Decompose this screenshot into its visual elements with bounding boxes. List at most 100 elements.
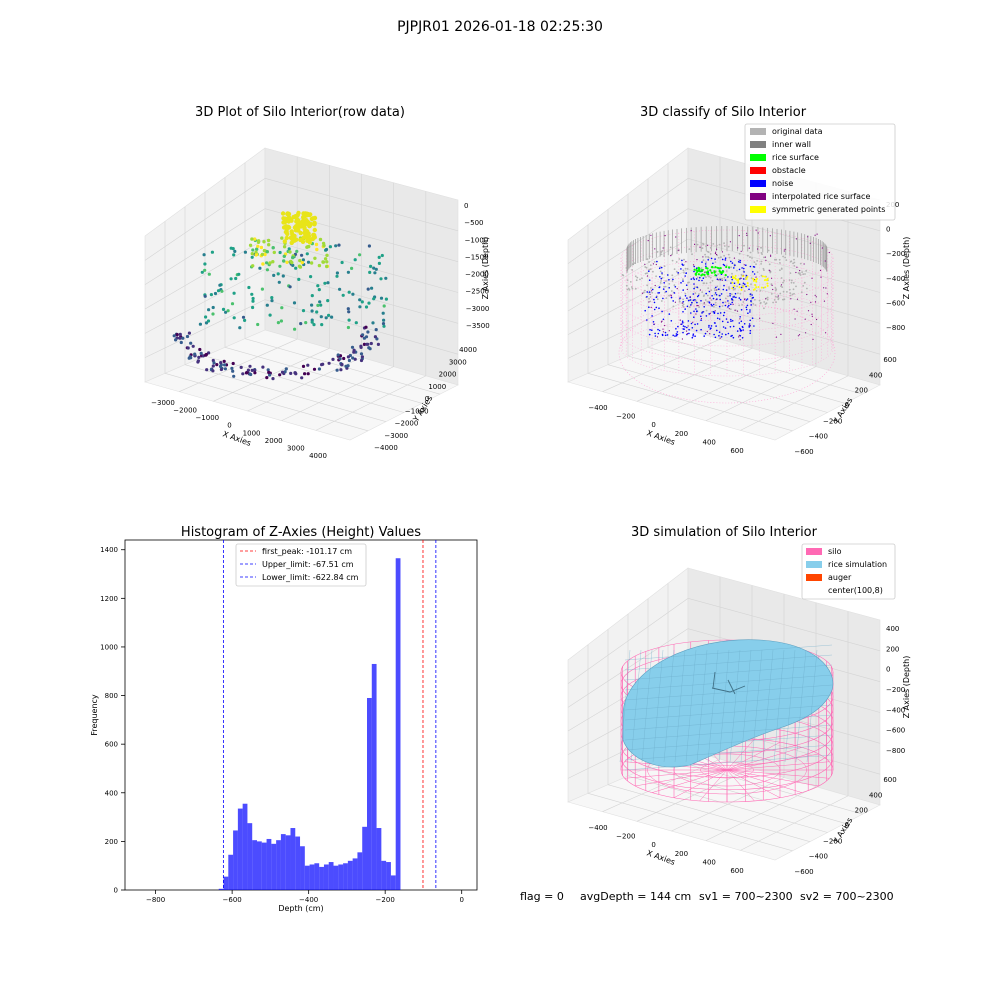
panel2-original-point	[710, 289, 713, 292]
panel2-noise-point	[746, 298, 749, 300]
panel2-original-point	[738, 259, 740, 261]
panel2-original-point	[792, 288, 795, 291]
panel1-point	[323, 257, 328, 261]
panel2-symmetric-point	[766, 284, 769, 287]
panel2-noise-point	[648, 333, 651, 336]
panel1-point	[187, 331, 191, 335]
panel2-noise-point	[734, 264, 736, 267]
panel2-interpolated-point	[704, 271, 706, 273]
panel1-x-tick-label: −2000	[173, 407, 197, 415]
panel1-point	[305, 252, 309, 256]
panel2-original-point	[655, 275, 657, 278]
panel2-noise-point	[739, 335, 742, 337]
panel1-point	[379, 296, 384, 300]
panel1-point	[281, 274, 285, 278]
panel2-original-point	[627, 287, 630, 290]
panel2-interpolated-point	[740, 277, 742, 279]
panel1-point	[289, 229, 294, 234]
panel1-point	[312, 367, 317, 371]
panel2-noise-point	[731, 278, 733, 281]
panel2-original-point	[709, 276, 712, 279]
panel2-original-point	[705, 261, 707, 263]
panel2-original-point	[659, 282, 662, 284]
panel2-interpolated-point	[676, 288, 678, 290]
panel2-original-point	[727, 302, 730, 305]
panel2-original-point	[714, 289, 716, 292]
panel2-original-point	[642, 291, 645, 294]
panel2-interpolated-point	[825, 287, 827, 289]
panel1-point	[234, 276, 238, 281]
panel2-original-point	[727, 295, 729, 298]
panel2-z-tick-label: 0	[886, 226, 890, 234]
panel2-original-point	[664, 285, 667, 288]
panel2-original-point	[641, 277, 643, 280]
panel2-noise-point	[702, 277, 705, 280]
panel2-interpolated-point	[775, 336, 778, 338]
panel2-noise-point	[736, 330, 739, 332]
panel1-point	[198, 347, 202, 352]
panel2-original-point	[721, 277, 723, 280]
panel2-symmetric-point	[752, 279, 755, 282]
panel2-original-point	[626, 279, 629, 282]
panel2-noise-point	[750, 300, 752, 302]
panel2-noise-point	[672, 300, 674, 302]
panel2-noise-point	[667, 274, 669, 276]
panel1-point	[346, 307, 350, 311]
panel2-original-point	[660, 251, 663, 254]
panel1-y-tick-label: 2000	[439, 371, 457, 379]
panel2-noise-point	[733, 296, 735, 298]
panel2-noise-point	[753, 266, 756, 268]
panel1-point	[265, 250, 269, 254]
panel2-original-point	[752, 303, 755, 305]
panel2-interpolated-point	[654, 284, 656, 287]
histogram-bar	[247, 823, 253, 890]
panel1-point	[250, 255, 254, 259]
panel2-interpolated-point	[715, 253, 718, 256]
panel2-noise-point	[680, 282, 682, 284]
panel4-z-ticks: 400 200 0 −200 −400 −600 −800	[886, 625, 905, 755]
panel2-noise-point	[658, 267, 661, 270]
panel3-plot-area	[124, 539, 478, 891]
panel2-noise-point	[713, 333, 715, 336]
panel2-noise-point	[710, 327, 712, 330]
panel2-interpolated-point	[771, 277, 773, 279]
footer-sv2: sv2 = 700~2300	[800, 890, 894, 903]
panel2-noise-point	[719, 298, 721, 301]
panel2-original-point	[741, 304, 743, 306]
panel2-original-point	[775, 258, 778, 261]
panel2-original-point	[755, 263, 757, 266]
panel2-noise-point	[705, 315, 708, 317]
panel2-interpolated-point	[811, 315, 813, 317]
panel2-original-point	[695, 300, 697, 302]
panel4-title: 3D simulation of Silo Interior	[631, 525, 818, 540]
panel2-x-tick-label: 400	[703, 438, 716, 446]
panel1-point	[268, 261, 272, 265]
panel2-z-tick-label: −400	[886, 275, 905, 283]
histogram-bar	[280, 834, 286, 890]
panel2-original-point	[781, 286, 784, 288]
panel2-original-point	[659, 270, 662, 273]
panel2-noise-point	[655, 296, 658, 299]
panel2-noise-point	[698, 279, 700, 282]
panel2-original-point	[646, 258, 649, 260]
panel2-symmetric-point	[738, 286, 741, 289]
panel1-point	[364, 335, 369, 339]
panel2-interpolated-point	[799, 270, 801, 272]
panel2-original-point	[707, 256, 709, 258]
histogram-bar	[371, 663, 377, 890]
panel1-point	[237, 272, 241, 276]
panel2-symmetric-point	[754, 283, 756, 286]
panel1-point	[215, 363, 219, 367]
panel2-original-point	[705, 245, 707, 248]
panel2-original-point	[632, 263, 634, 266]
panel4-z-tick-label: −200	[886, 686, 905, 694]
panel2-original-point	[713, 305, 715, 308]
panel2-original-point	[803, 281, 806, 284]
panel2-noise-point	[749, 319, 751, 322]
panel2-noise-point	[701, 312, 703, 314]
panel2-original-point	[742, 301, 745, 303]
panel2-original-point	[625, 267, 628, 269]
panel1-point	[248, 364, 252, 368]
panel4-y-tick-label: 0	[845, 822, 849, 830]
panel1-point	[189, 341, 193, 345]
